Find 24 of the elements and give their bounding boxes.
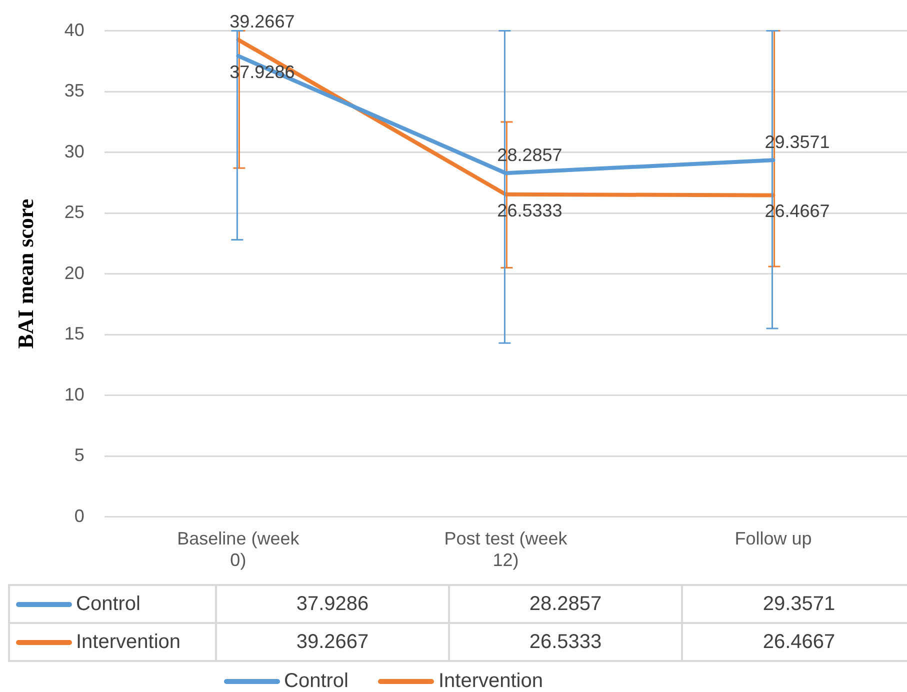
legend-label: Control <box>76 592 140 616</box>
data-label: 37.9286 <box>217 586 450 624</box>
annotation: 39.2667 <box>230 12 295 32</box>
y-tick-label: 10 <box>64 384 84 404</box>
y-tick-label: 20 <box>64 262 84 283</box>
y-tick-label: 40 <box>64 20 84 40</box>
data-label: 26.4667 <box>683 624 907 662</box>
y-tick-label: 35 <box>64 80 84 101</box>
legend-label: Intervention <box>76 630 181 654</box>
data-label: 39.2667 <box>217 624 450 662</box>
x-tick-label: Follow up <box>734 528 812 549</box>
data-label: 26.5333 <box>450 624 683 662</box>
y-tick-label: 30 <box>64 141 84 162</box>
data-label: 28.2857 <box>450 586 683 624</box>
y-axis-title: BAI mean score <box>12 198 38 349</box>
text: Control <box>284 670 348 692</box>
x-tick-label: Post test (week 12) <box>444 528 568 570</box>
x-tick-label: Baseline (week 0) <box>177 528 300 570</box>
y-tick-label: 25 <box>64 202 84 222</box>
text: Intervention <box>438 670 543 692</box>
y-tick-label: 5 <box>74 445 84 466</box>
data-label: 29.3571 <box>683 586 907 624</box>
y-tick-label: 15 <box>64 324 84 344</box>
y-tick-label: 0 <box>74 506 84 526</box>
